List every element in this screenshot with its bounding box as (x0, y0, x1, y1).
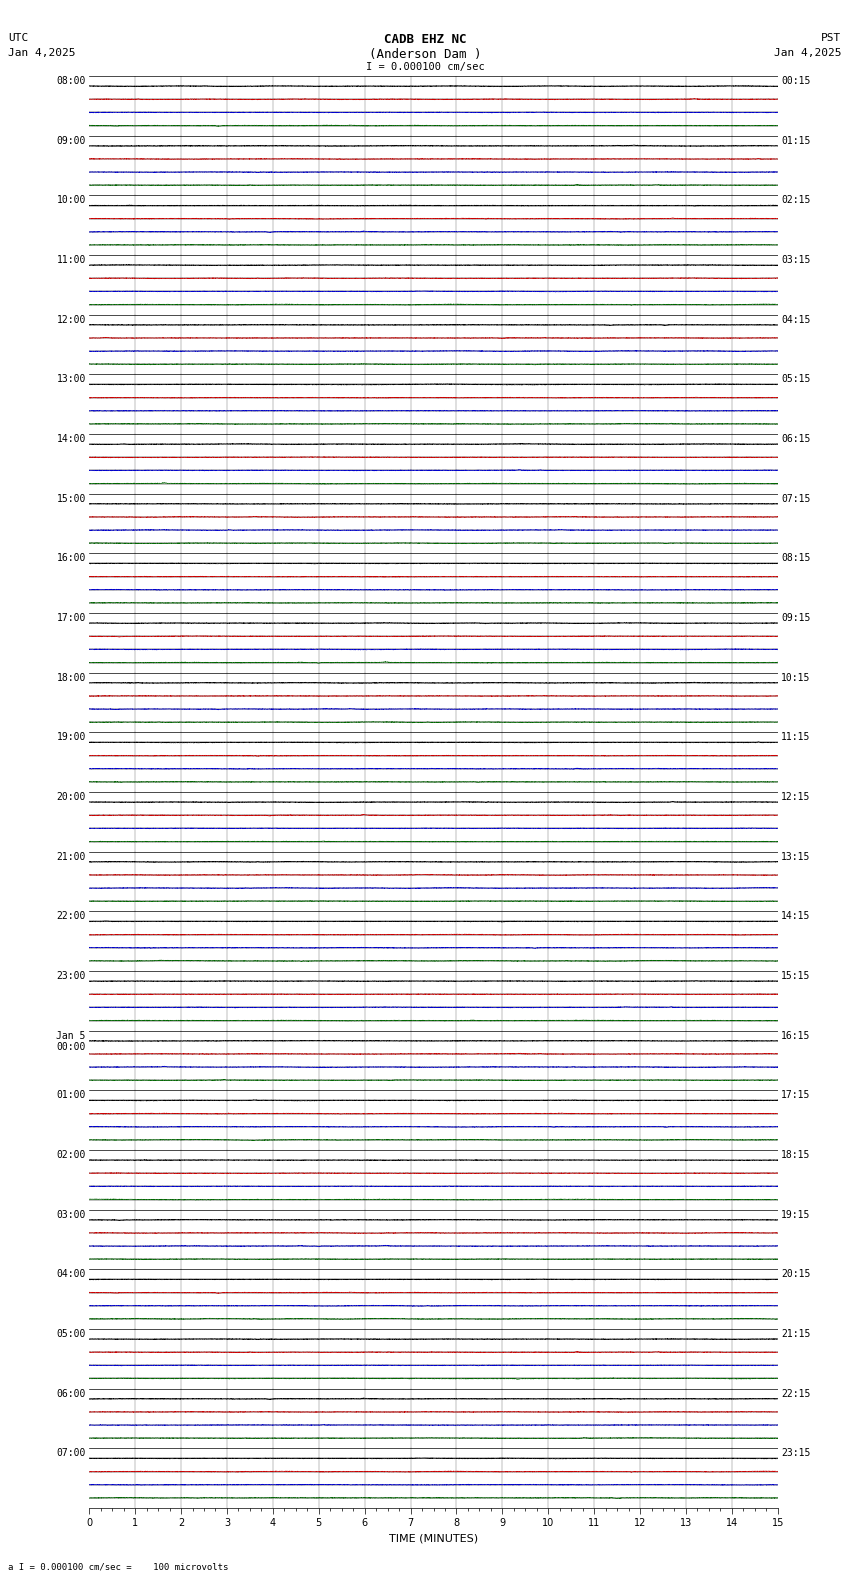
Text: 11:15: 11:15 (781, 732, 811, 743)
Text: 01:00: 01:00 (56, 1090, 86, 1101)
Text: 15:00: 15:00 (56, 494, 86, 504)
Text: 07:15: 07:15 (781, 494, 811, 504)
Text: 10:15: 10:15 (781, 673, 811, 683)
Text: 17:15: 17:15 (781, 1090, 811, 1101)
Text: 19:00: 19:00 (56, 732, 86, 743)
Text: 23:00: 23:00 (56, 971, 86, 980)
Text: 12:00: 12:00 (56, 315, 86, 325)
Text: 15:15: 15:15 (781, 971, 811, 980)
Text: 04:00: 04:00 (56, 1269, 86, 1280)
Text: PST: PST (821, 33, 842, 43)
Text: 06:00: 06:00 (56, 1389, 86, 1399)
Text: CADB EHZ NC: CADB EHZ NC (383, 33, 467, 46)
Text: 14:00: 14:00 (56, 434, 86, 444)
Text: Jan 4,2025: Jan 4,2025 (8, 48, 76, 57)
Text: 12:15: 12:15 (781, 792, 811, 802)
Text: 01:15: 01:15 (781, 136, 811, 146)
Text: 03:15: 03:15 (781, 255, 811, 265)
Text: 22:15: 22:15 (781, 1389, 811, 1399)
Text: 06:15: 06:15 (781, 434, 811, 444)
Text: 02:15: 02:15 (781, 195, 811, 206)
Text: 05:15: 05:15 (781, 374, 811, 385)
Text: I = 0.000100 cm/sec: I = 0.000100 cm/sec (366, 62, 484, 71)
Text: 18:00: 18:00 (56, 673, 86, 683)
Text: Jan 4,2025: Jan 4,2025 (774, 48, 842, 57)
Text: (Anderson Dam ): (Anderson Dam ) (369, 48, 481, 60)
Text: 16:00: 16:00 (56, 553, 86, 564)
X-axis label: TIME (MINUTES): TIME (MINUTES) (389, 1533, 478, 1544)
Text: 04:15: 04:15 (781, 315, 811, 325)
Text: 02:00: 02:00 (56, 1150, 86, 1159)
Text: 09:00: 09:00 (56, 136, 86, 146)
Text: 03:00: 03:00 (56, 1210, 86, 1220)
Text: 20:15: 20:15 (781, 1269, 811, 1280)
Text: UTC: UTC (8, 33, 29, 43)
Text: 16:15: 16:15 (781, 1031, 811, 1041)
Text: 22:00: 22:00 (56, 911, 86, 922)
Text: 09:15: 09:15 (781, 613, 811, 623)
Text: 23:15: 23:15 (781, 1448, 811, 1459)
Text: 08:15: 08:15 (781, 553, 811, 564)
Text: 20:00: 20:00 (56, 792, 86, 802)
Text: 17:00: 17:00 (56, 613, 86, 623)
Text: 19:15: 19:15 (781, 1210, 811, 1220)
Text: 13:15: 13:15 (781, 852, 811, 862)
Text: 05:00: 05:00 (56, 1329, 86, 1338)
Text: 14:15: 14:15 (781, 911, 811, 922)
Text: 11:00: 11:00 (56, 255, 86, 265)
Text: 18:15: 18:15 (781, 1150, 811, 1159)
Text: 21:00: 21:00 (56, 852, 86, 862)
Text: 13:00: 13:00 (56, 374, 86, 385)
Text: 07:00: 07:00 (56, 1448, 86, 1459)
Text: Jan 5
00:00: Jan 5 00:00 (56, 1031, 86, 1052)
Text: a I = 0.000100 cm/sec =    100 microvolts: a I = 0.000100 cm/sec = 100 microvolts (8, 1562, 229, 1571)
Text: 10:00: 10:00 (56, 195, 86, 206)
Text: 08:00: 08:00 (56, 76, 86, 86)
Text: 21:15: 21:15 (781, 1329, 811, 1338)
Text: 00:15: 00:15 (781, 76, 811, 86)
